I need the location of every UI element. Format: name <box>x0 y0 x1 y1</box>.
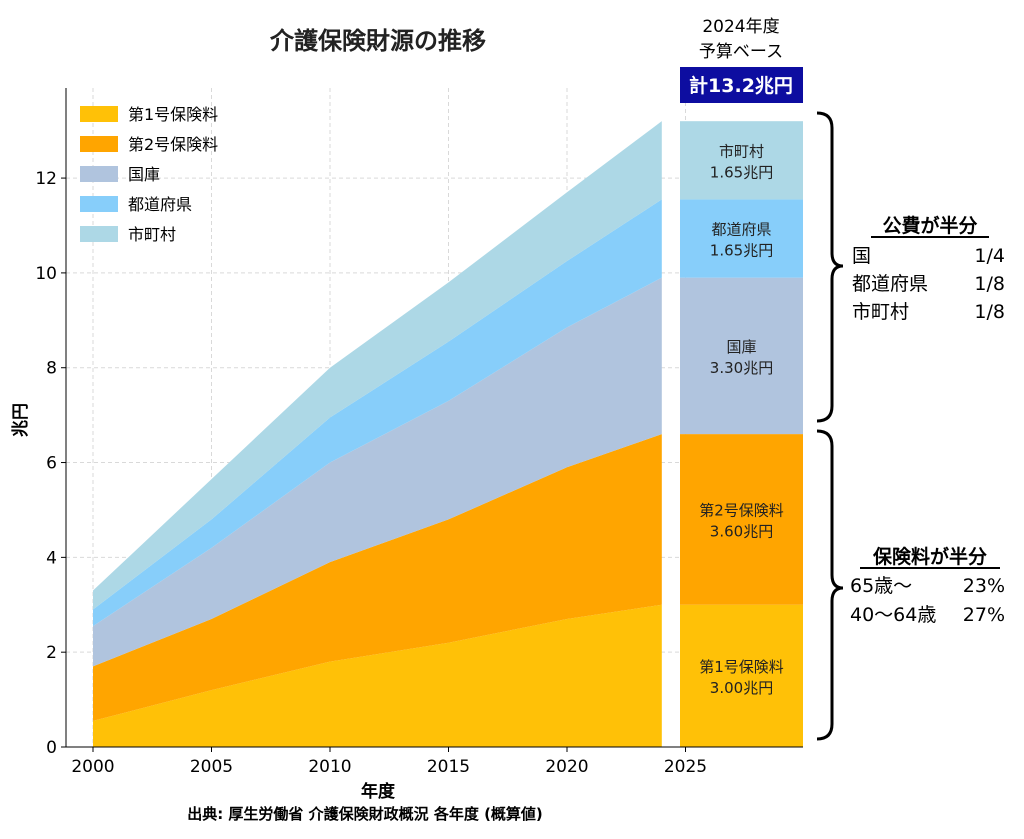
y-tick-label: 8 <box>46 359 57 379</box>
legend-label-第2号保険料: 第2号保険料 <box>128 135 218 154</box>
budget-header-line1: 2024年度 <box>702 17 779 37</box>
budget-segment-第1号保険料 <box>680 604 803 747</box>
y-axis-label: 兆円 <box>11 403 31 437</box>
area-国庫 <box>93 277 662 667</box>
x-axis-label: 年度 <box>361 781 396 802</box>
budget-segment-name: 国庫 <box>726 338 756 356</box>
stacked-areas <box>93 121 662 747</box>
public-row-1-value: 1/4 <box>974 245 1005 267</box>
legend-swatch-市町村 <box>80 226 118 242</box>
legend-label-都道府県: 都道府県 <box>128 195 192 214</box>
budget-segment-value: 1.65兆円 <box>710 242 773 260</box>
budget-segment-国庫 <box>680 277 803 435</box>
legend-swatch-第1号保険料 <box>80 106 118 122</box>
area-市町村 <box>93 121 662 610</box>
budget-segment-name: 第1号保険料 <box>699 658 784 676</box>
area-第1号保険料 <box>93 604 662 747</box>
legend-label-国庫: 国庫 <box>128 165 160 184</box>
public-row-1-label: 国 <box>852 245 871 267</box>
legend-label-第1号保険料: 第1号保険料 <box>128 105 218 124</box>
tick-labels: 0 2 4 6 8 10 12 2000 2005 2010 2015 2020 2025 <box>35 169 707 777</box>
axes <box>65 88 803 748</box>
y-tick-label: 4 <box>46 548 57 568</box>
budget-segment-value: 3.00兆円 <box>710 679 773 697</box>
public-row-3-value: 1/8 <box>974 301 1005 323</box>
budget-segment-name: 都道府県 <box>711 221 771 239</box>
budget-segment-value: 3.60兆円 <box>710 522 773 540</box>
budget-segment-name: 市町村 <box>719 142 764 160</box>
area-第2号保険料 <box>93 434 662 721</box>
budget-segment-市町村 <box>680 121 803 200</box>
y-tick-label: 0 <box>46 738 57 758</box>
y-tick-label: 6 <box>46 454 57 474</box>
chart-title: 介護保険財源の推移 <box>269 27 486 55</box>
budget-segment-value: 1.65兆円 <box>710 163 773 181</box>
premium-row-2-label: 40～64歳 <box>850 604 936 626</box>
public-row-2-value: 1/8 <box>974 273 1005 295</box>
public-annotation: 公費が半分 国 1/4 都道府県 1/8 市町村 1/8 <box>852 214 1005 323</box>
premium-heading: 保険料が半分 <box>872 545 987 568</box>
budget-segment-name: 第2号保険料 <box>699 501 784 519</box>
area-都道府県 <box>93 199 662 627</box>
premium-row-1-label: 65歳～ <box>850 575 912 597</box>
public-heading: 公費が半分 <box>882 214 977 237</box>
budget-header-line2: 予算ベース <box>699 42 783 62</box>
public-brace <box>816 111 844 423</box>
y-tick-label: 2 <box>46 643 57 663</box>
legend-swatch-都道府県 <box>80 196 118 212</box>
x-tick-label: 2020 <box>545 757 588 777</box>
budget-segment-都道府県 <box>680 199 803 278</box>
budget-total-box <box>680 67 803 103</box>
x-tick-label: 2000 <box>71 757 114 777</box>
budget-segment-第2号保険料 <box>680 434 803 605</box>
legend-swatch-第2号保険料 <box>80 136 118 152</box>
y-tick-label: 12 <box>35 169 57 189</box>
premium-row-2-value: 27% <box>963 604 1005 626</box>
x-tick-label: 2015 <box>427 757 470 777</box>
budget-total-label: 計13.2兆円 <box>689 74 793 97</box>
x-tick-label: 2005 <box>190 757 233 777</box>
source-note: 出典: 厚生労働省 介護保険財政概況 各年度 (概算値) <box>187 805 543 823</box>
x-tick-label: 2025 <box>664 757 707 777</box>
premium-annotation: 保険料が半分 65歳～ 23% 40～64歳 27% <box>850 545 1005 626</box>
public-row-2-label: 都道府県 <box>852 273 928 295</box>
x-tick-label: 2010 <box>308 757 351 777</box>
premium-row-1-value: 23% <box>963 575 1005 597</box>
legend-label-市町村: 市町村 <box>128 225 176 244</box>
premium-brace <box>816 429 844 741</box>
y-tick-label: 10 <box>35 264 57 284</box>
public-row-3-label: 市町村 <box>852 301 909 323</box>
legend-swatch-国庫 <box>80 166 118 182</box>
budget-segment-value: 3.30兆円 <box>710 359 773 377</box>
